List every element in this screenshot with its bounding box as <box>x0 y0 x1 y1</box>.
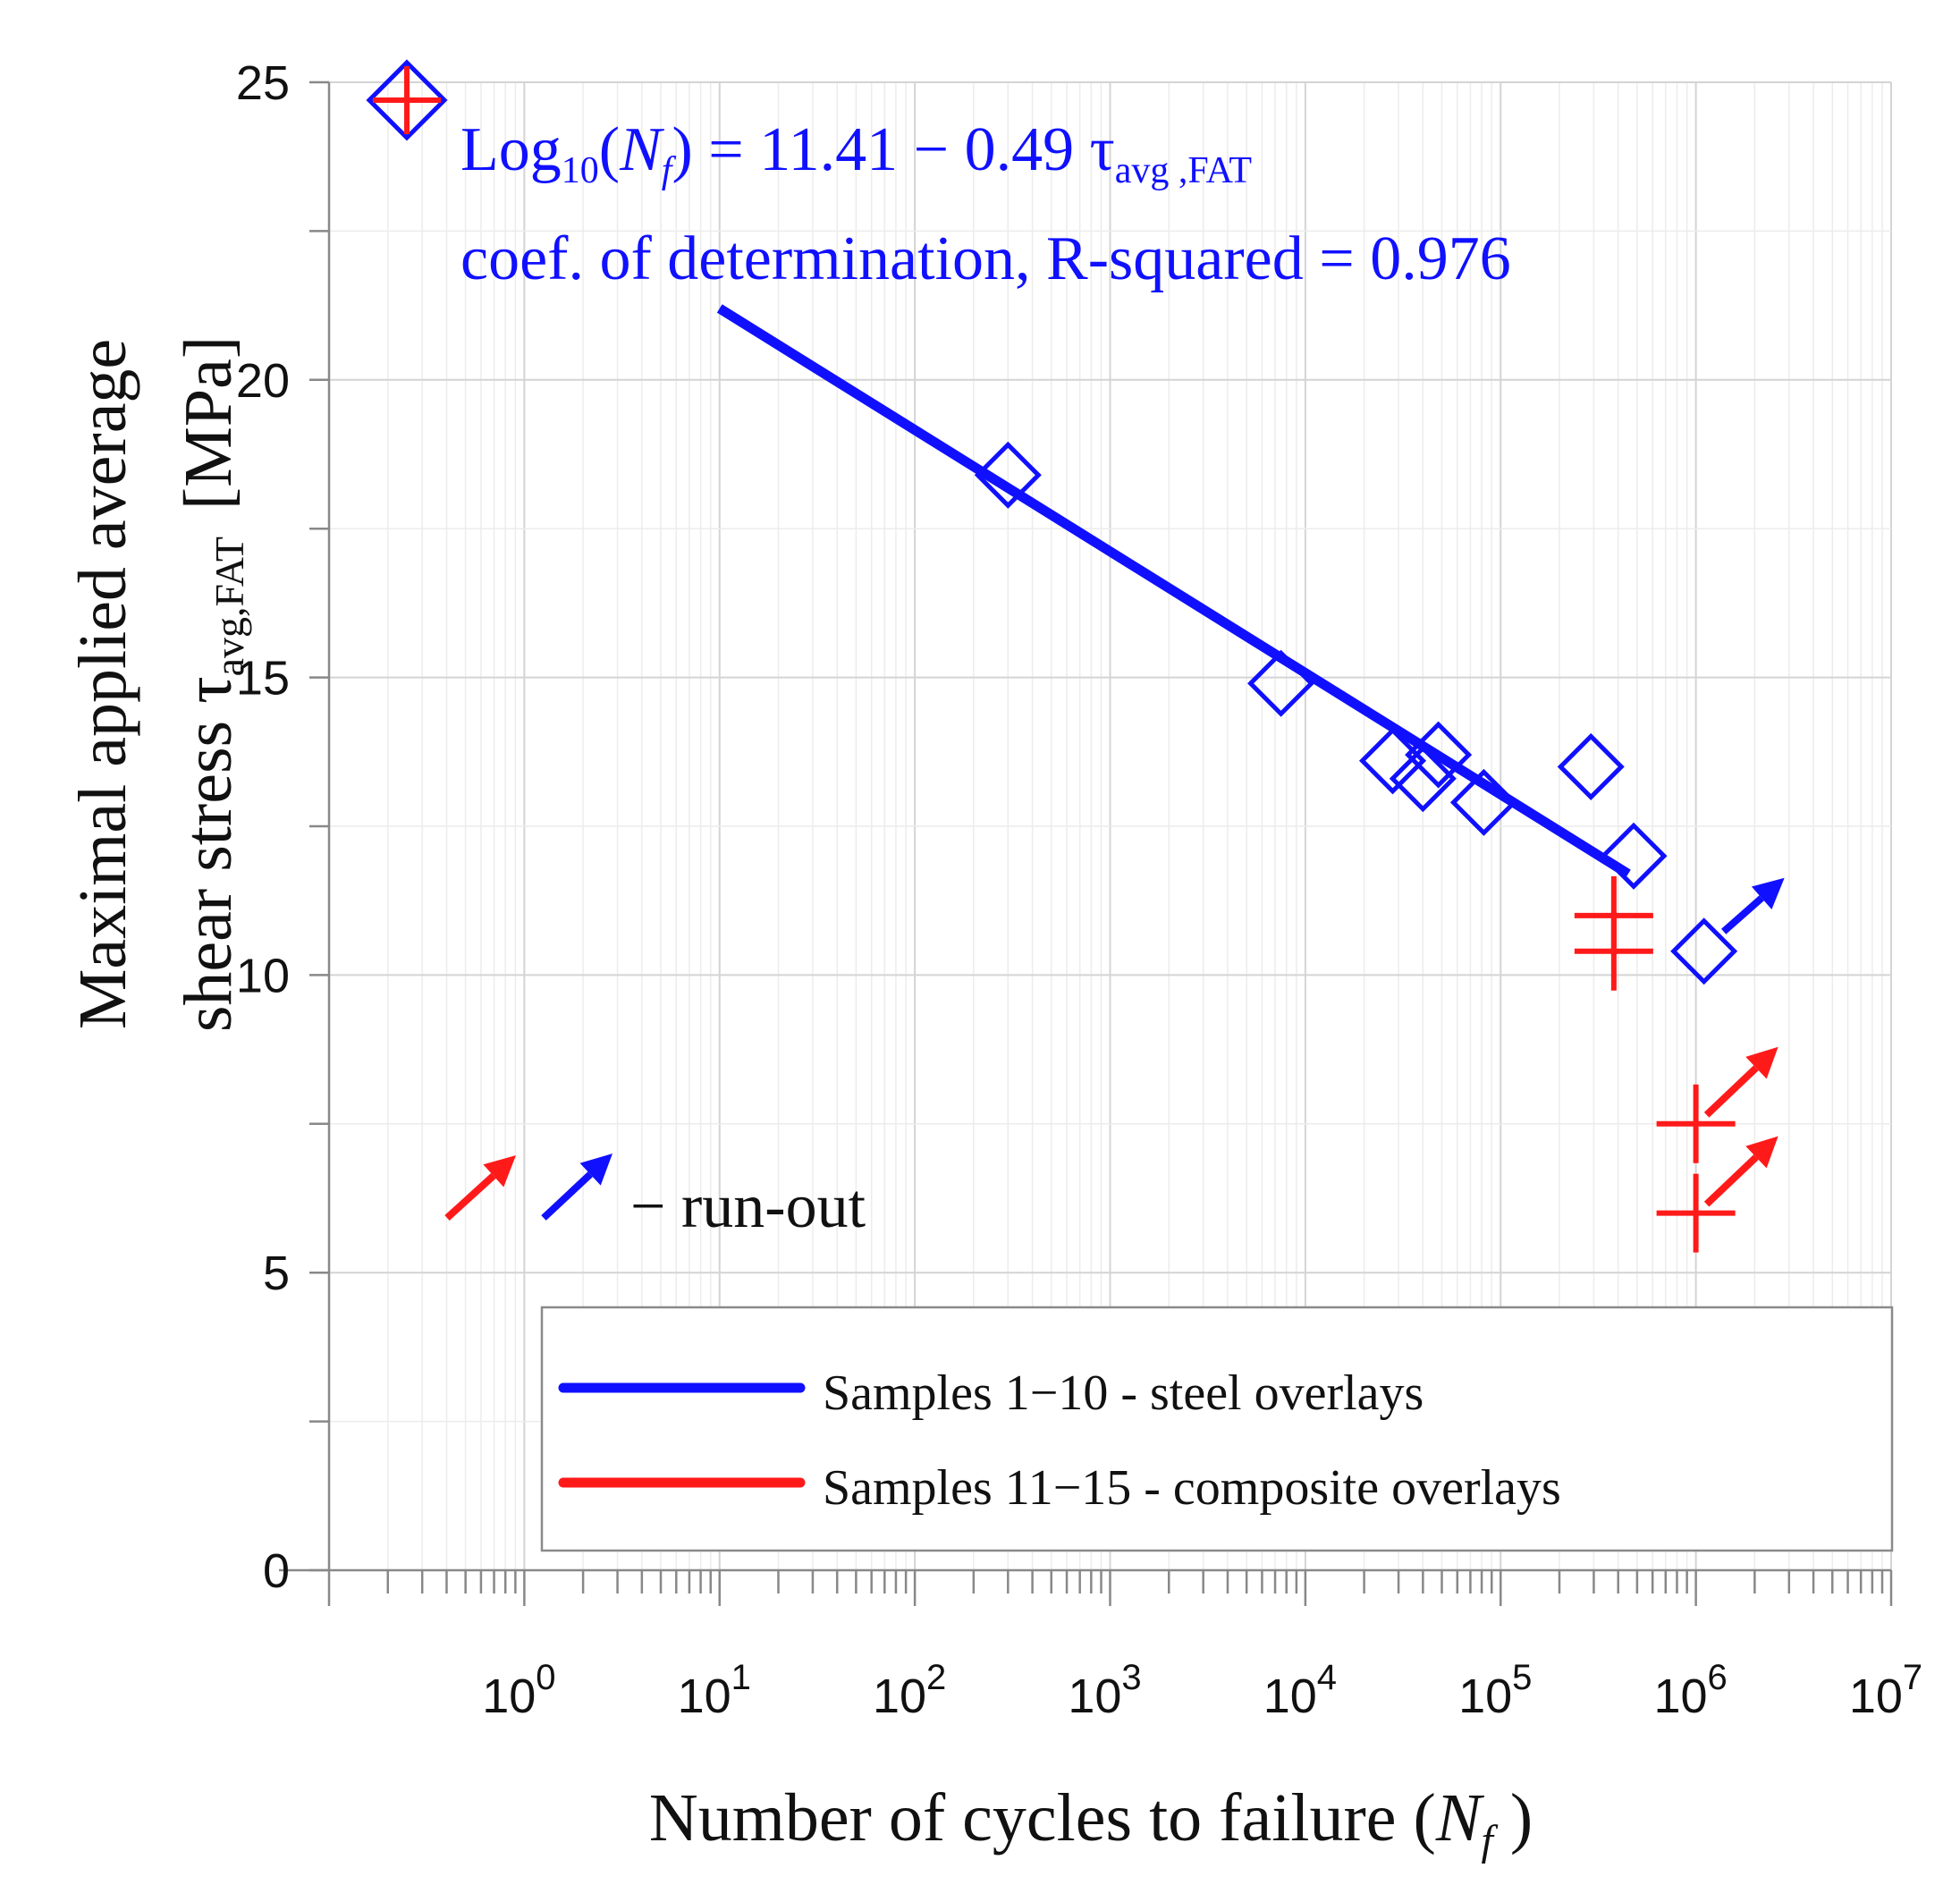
y-tick-label: 5 <box>263 1247 290 1300</box>
steel-point <box>974 441 1042 509</box>
y-tick-label: 0 <box>263 1544 290 1598</box>
data-points <box>366 59 1785 1253</box>
runout-label: − run-out <box>630 1172 866 1241</box>
arrow-head <box>1745 1046 1778 1079</box>
x-tick-label: 106 <box>1653 1658 1727 1723</box>
y-axis-title-line2: shear stress τavg,FAT[MPa] <box>171 336 252 1032</box>
steel-point <box>1389 745 1457 813</box>
legend: Samples 1−10 - steel overlays Samples 11… <box>540 1306 1894 1552</box>
arrow-shaft <box>1721 895 1764 934</box>
runout-key-arrow-blue <box>541 1154 612 1221</box>
axes <box>279 80 1893 1606</box>
arrow-head <box>1745 1136 1778 1169</box>
y-axis-title-2: shear stress τavg,FAT[MPa] <box>171 336 252 1032</box>
y-axis-title-line1: Maximal applied average <box>65 339 140 1029</box>
header-marker-plus <box>373 65 441 134</box>
legend-label-steel: Samples 1−10 - steel overlays <box>823 1365 1424 1421</box>
x-tick-label: 103 <box>1068 1658 1141 1723</box>
y-tick-labels: 0 5 10 15 20 25 <box>236 56 290 1598</box>
y-tick-label: 20 <box>236 354 290 408</box>
composite-runout-point <box>1656 1173 1736 1253</box>
y-axis-title: Maximal applied average <box>65 339 140 1029</box>
runout-arrow-composite <box>1703 1046 1778 1118</box>
x-tick-label: 101 <box>678 1658 751 1723</box>
steel-point <box>1557 732 1625 800</box>
equation-annotation: Log10(Nf) = 11.41 − 0.49 τavg ,FAT <box>460 115 1252 191</box>
runout-arrow-composite <box>1703 1136 1778 1207</box>
arrow-head <box>579 1154 612 1186</box>
arrow-shaft <box>1703 1065 1759 1118</box>
x-tick-label: 104 <box>1263 1658 1337 1723</box>
steel-point <box>1405 721 1473 789</box>
steel-point <box>1247 649 1315 717</box>
arrow-shaft <box>444 1172 496 1221</box>
arrow-head <box>483 1155 516 1188</box>
composite-runout-point <box>1656 1084 1736 1163</box>
y-tick-label: 25 <box>236 56 290 110</box>
steel-point <box>1449 768 1517 836</box>
arrow-shaft <box>1703 1154 1759 1207</box>
runout-arrow-steel <box>1721 877 1785 934</box>
arrow-shaft <box>541 1171 593 1221</box>
header-marker-diamond <box>366 59 448 141</box>
runout-key-arrows <box>444 1154 612 1221</box>
runout-key-arrow-red <box>444 1155 516 1221</box>
steel-runout-point <box>1670 917 1738 985</box>
legend-label-composite: Samples 11−15 - composite overlays <box>823 1460 1561 1516</box>
x-tick-labels: 100 101 102 103 104 105 106 107 <box>482 1658 1922 1723</box>
x-axis-title: Number of cycles to failure (Nf ) <box>649 1780 1533 1864</box>
x-tick-label: 100 <box>482 1658 555 1723</box>
x-tick-label: 107 <box>1849 1658 1922 1723</box>
y-tick-label: 10 <box>236 949 290 1002</box>
composite-point <box>1574 911 1653 991</box>
r-squared-annotation: coef. of determination, R-squared = 0.97… <box>460 224 1511 293</box>
x-tick-label: 102 <box>873 1658 946 1723</box>
x-tick-label: 105 <box>1458 1658 1532 1723</box>
y-tick-label: 15 <box>236 652 290 706</box>
legend-box <box>540 1306 1894 1552</box>
arrow-head <box>1751 877 1785 910</box>
steel-point <box>1600 822 1668 890</box>
